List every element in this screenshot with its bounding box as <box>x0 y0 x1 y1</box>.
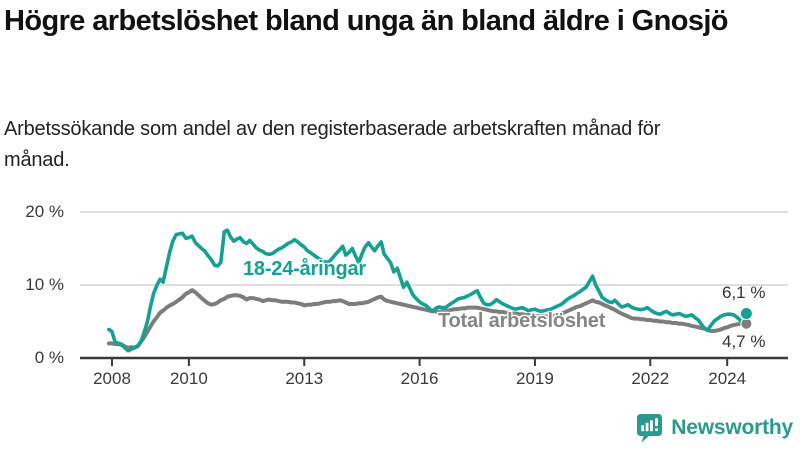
x-tick-label: 2024 <box>708 369 747 388</box>
bar-chart-glyph <box>641 425 645 432</box>
page-subtitle: Arbetssökande som andel av den registerb… <box>4 118 661 171</box>
exclamation-glyph <box>655 428 659 432</box>
total-series-label: Total arbetslöshet <box>438 310 606 332</box>
speech-bubble-shape <box>637 414 663 443</box>
x-tick-label: 2022 <box>631 369 670 388</box>
newsworthy-logo: Newsworthy <box>636 413 793 443</box>
y-tick-label: 0 % <box>34 348 64 367</box>
total-end-value: 4,7 % <box>722 332 766 351</box>
x-tick-label: 2013 <box>285 369 324 388</box>
series-line-youth-18-24 <box>107 228 749 353</box>
bar-chart-glyph <box>650 420 654 432</box>
newsworthy-bubble-icon <box>637 414 663 443</box>
page-title: Högre arbetslöshet bland unga än bland ä… <box>4 5 729 37</box>
x-tick-label: 2019 <box>516 369 554 388</box>
youth-end-value: 6,1 % <box>722 283 766 302</box>
y-axis-labels: 0 % 10 % 20 % <box>0 0 64 450</box>
y-tick-label: 10 % <box>25 275 64 294</box>
youth-series-label: 18-24-åringar <box>243 258 367 280</box>
bar-chart-glyph <box>645 422 649 432</box>
exclamation-glyph <box>655 418 659 427</box>
y-tick-label: 20 % <box>25 202 64 221</box>
series-line-total <box>106 288 749 350</box>
newsworthy-wordmark: Newsworthy <box>671 416 793 439</box>
end-dot-youth-18-24 <box>739 307 753 320</box>
x-tick-label: 2010 <box>169 369 208 388</box>
x-tick-label: 2008 <box>93 369 131 388</box>
x-tick-label: 2016 <box>400 369 439 388</box>
